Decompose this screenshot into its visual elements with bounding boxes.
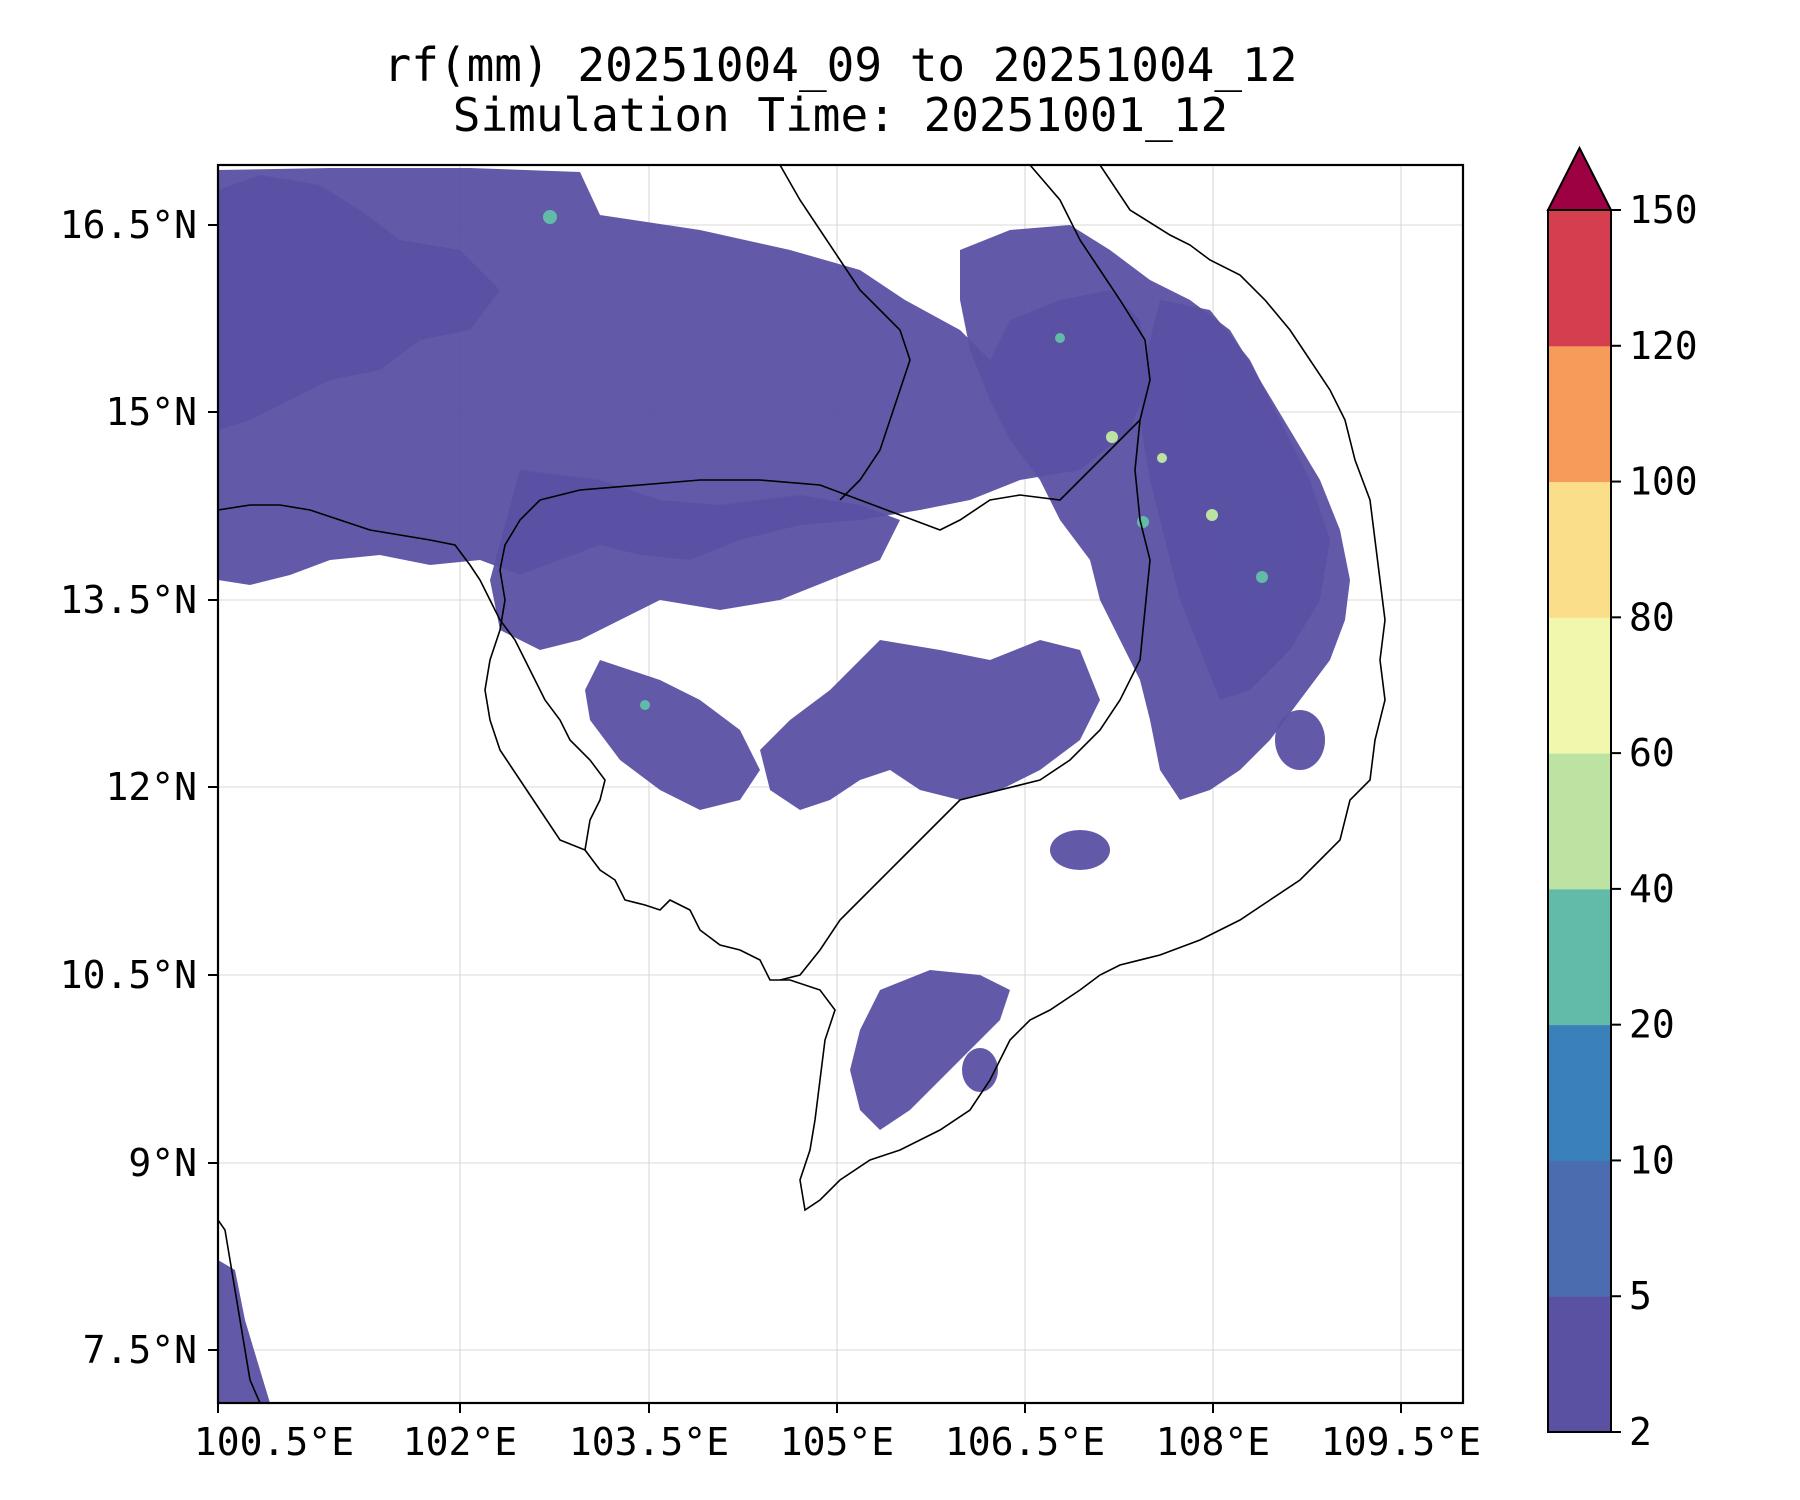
rain-cell-coast <box>1275 710 1325 770</box>
lat-tick-label: 15°N <box>105 390 197 434</box>
colorbar-outline <box>1547 209 1612 1433</box>
coastline-gulf-of-thailand <box>218 504 606 851</box>
rain-area-northwest <box>218 175 500 430</box>
lon-tick-label: 105°E <box>780 1420 894 1464</box>
rain-area-east-10mm <box>1180 330 1300 620</box>
lat-tick-label: 12°N <box>105 765 197 809</box>
colorbar-segment <box>1548 481 1611 618</box>
colorbar-tick-label: 10 <box>1629 1138 1675 1182</box>
title-line-2: Simulation Time: 20251001_12 <box>452 88 1229 142</box>
axis-ticks <box>208 224 1402 1413</box>
colorbar-tick-label: 150 <box>1629 188 1698 232</box>
lat-tick-label: 13.5°N <box>60 578 197 622</box>
colorbar-segment <box>1548 753 1611 890</box>
colorbar: 2 5 10 20 40 60 80 100 120 150 <box>1546 145 1698 1454</box>
coastlines-borders <box>218 165 1386 1403</box>
colorbar-tick-label: 40 <box>1629 867 1675 911</box>
lon-tick-label: 106.5°E <box>945 1420 1105 1464</box>
colorbar-tick-label: 20 <box>1629 1003 1675 1047</box>
rain-peak-8 <box>1137 516 1149 528</box>
border-laos-vietnam <box>779 165 911 501</box>
colorbar-segment <box>1548 617 1611 754</box>
map-frame <box>216 163 1465 1405</box>
rain-cell-delta <box>962 1048 998 1092</box>
rain-peak-4 <box>1055 333 1065 343</box>
rain-peak-5 <box>543 210 557 224</box>
rain-peak-2 <box>1157 453 1167 463</box>
lon-tick-label: 108°E <box>1156 1420 1270 1464</box>
coastline-thailand-southwest <box>218 1219 261 1403</box>
lon-tick-label: 102°E <box>403 1420 517 1464</box>
colorbar-tick-label: 120 <box>1629 324 1698 368</box>
colorbar-segment <box>1548 1160 1611 1297</box>
rain-area-central-cambodia <box>585 660 760 810</box>
rainfall-field <box>218 168 1350 1403</box>
colorbar-tick-label: 100 <box>1629 460 1698 504</box>
title-line-1: rf(mm) 20251004_09 to 20251004_12 <box>383 38 1298 92</box>
colorbar-tick-label: 60 <box>1629 731 1675 775</box>
rain-peak-6 <box>1256 571 1268 583</box>
colorbar-segment <box>1548 345 1611 483</box>
coastline-mekong-delta <box>584 849 1081 1212</box>
rain-peak-7 <box>640 700 650 710</box>
rain-area-central-plain <box>490 470 900 650</box>
colorbar-tick-label: 80 <box>1629 595 1675 639</box>
border-thailand-cambodia-west <box>484 499 586 851</box>
lon-tick-label: 103.5°E <box>569 1420 729 1464</box>
rain-peak-3 <box>1206 509 1218 521</box>
rain-cell-southeast <box>1050 830 1110 870</box>
colorbar-segment <box>1548 210 1611 347</box>
border-cambodia-thailand <box>539 165 1151 531</box>
colorbar-segment <box>1548 1296 1611 1433</box>
coastline-vietnam-east <box>1079 165 1386 991</box>
lon-tick-label: 100.5°E <box>194 1420 354 1464</box>
lat-tick-label: 10.5°N <box>60 953 197 997</box>
rain-area-central-highlands <box>760 640 1100 810</box>
colorbar-segment <box>1548 888 1611 1026</box>
colorbar-tick-label: 2 <box>1629 1410 1652 1454</box>
lat-tick-label: 9°N <box>128 1141 197 1185</box>
colorbar-segment <box>1548 1024 1611 1161</box>
lat-tick-label: 7.5°N <box>83 1328 197 1372</box>
rain-area-southwest-edge <box>218 1260 270 1403</box>
colorbar-extend-arrow <box>1546 145 1613 211</box>
lat-tick-label: 16.5°N <box>60 203 197 247</box>
border-cambodia-vietnam <box>779 419 1151 981</box>
rain-area-south-delta <box>850 970 1010 1130</box>
lon-tick-label: 109.5°E <box>1321 1420 1481 1464</box>
rain-peak-1 <box>1106 431 1118 443</box>
colorbar-tick-label: 5 <box>1629 1274 1652 1318</box>
